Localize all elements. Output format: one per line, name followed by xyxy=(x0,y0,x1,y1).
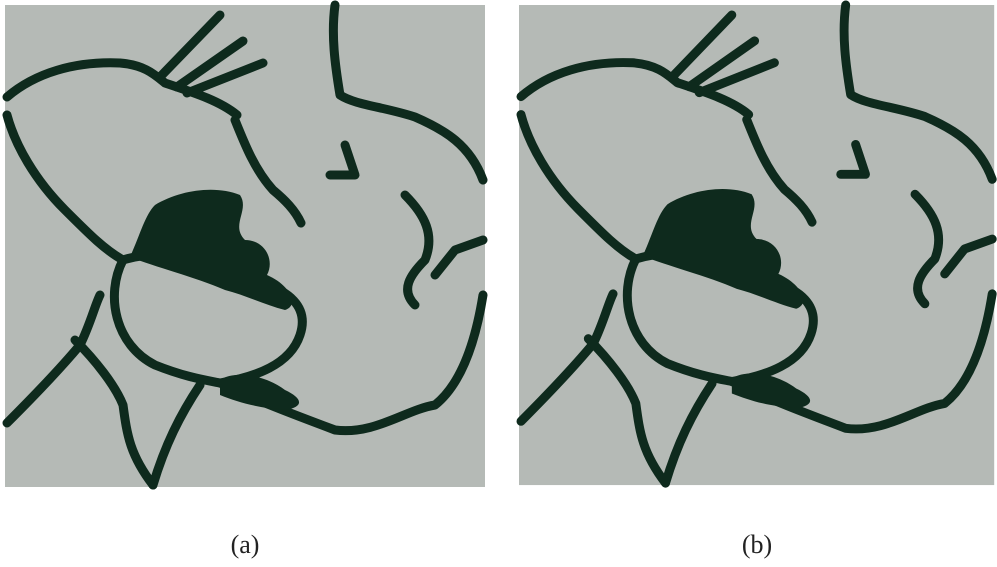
panel-label: (a) xyxy=(231,530,260,559)
panel-b-image xyxy=(519,5,994,485)
figure: (a) (b) xyxy=(0,0,997,562)
panel-a-image xyxy=(5,5,485,487)
panel-label: (b) xyxy=(742,530,772,559)
